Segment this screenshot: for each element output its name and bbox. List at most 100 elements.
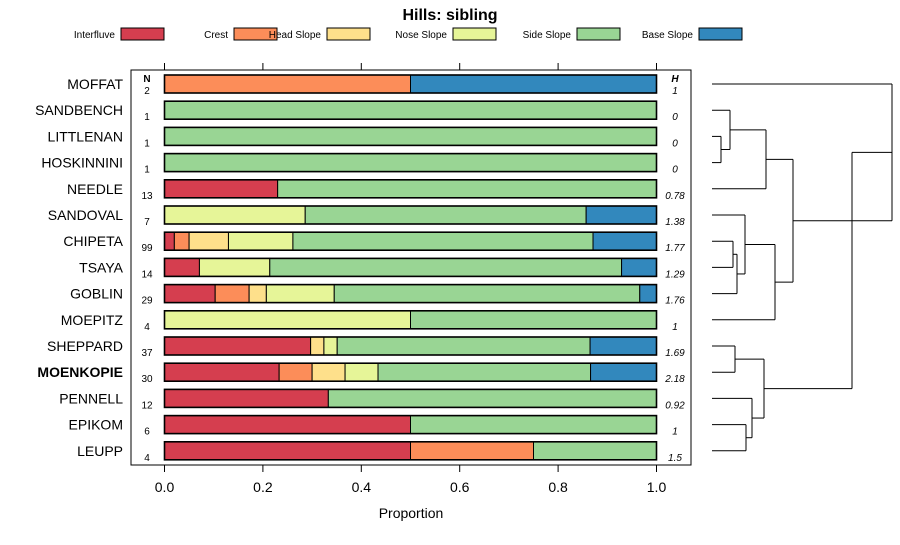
- legend-label-interfluve: Interfluve: [74, 30, 116, 41]
- chart-title: Hills: sibling: [402, 7, 497, 24]
- n-value-epikom: 6: [144, 427, 150, 438]
- bar-segment-leupp-interfluve: [164, 441, 411, 461]
- bar-segment-chipeta-crest: [173, 231, 190, 251]
- legend-swatch-base-slope: [698, 27, 743, 41]
- bar-segment-moffat-crest: [164, 74, 411, 94]
- row-label-moffat: MOFFAT: [67, 76, 123, 92]
- bar-segment-goblin-base-slope: [639, 284, 657, 304]
- bar-row-sandoval: [163, 205, 658, 225]
- h-value-leupp: 1.5: [668, 453, 682, 464]
- legend-swatch-head-slope: [326, 27, 371, 41]
- bar-segment-moenkopie-crest: [278, 362, 313, 382]
- row-label-hoskinnini: HOSKINNINI: [41, 155, 123, 171]
- bar-segment-goblin-interfluve: [164, 284, 216, 304]
- n-value-goblin: 29: [141, 296, 153, 307]
- bar-outline-epikom: [163, 414, 658, 435]
- bar-segment-sheppard-nose-slope: [323, 336, 338, 356]
- n-value-sandbench: 1: [144, 112, 150, 123]
- bar-row-chipeta: [163, 231, 658, 251]
- x-axis-label: Proportion: [379, 505, 444, 521]
- row-labels: MOFFAT SANDBENCH LITTLENAN HOSKINNINI NEEDLE…: [35, 76, 124, 459]
- bar-row-moepitz: [163, 309, 658, 330]
- n-value-sheppard: 37: [141, 348, 153, 359]
- bar-segment-needle-side-slope: [277, 179, 657, 199]
- bar-row-leupp: [163, 440, 658, 461]
- bar-segment-chipeta-interfluve: [164, 231, 175, 251]
- bar-segment-hoskinnini-side-slope: [164, 153, 657, 173]
- bar-row-sandbench: [163, 100, 658, 120]
- h-value-needle: 0.78: [665, 191, 685, 202]
- legend-swatch-interfluve: [120, 27, 165, 41]
- bar-row-goblin: [163, 283, 658, 304]
- n-value-hoskinnini: 1: [144, 165, 150, 176]
- h-value-sheppard: 1.69: [665, 348, 685, 359]
- h-values: 1 0 0 0 0.78 1.38 1.77 1.29 1.76 1 1.69 2.18 0.92 1 1.…: [664, 86, 685, 464]
- bar-outline-pennell: [163, 388, 658, 409]
- bar-segment-chipeta-side-slope: [292, 231, 594, 251]
- legend-swatch-side-slope: [576, 27, 621, 41]
- bar-segment-goblin-nose-slope: [265, 284, 335, 304]
- bar-segment-leupp-crest: [410, 441, 534, 461]
- row-label-goblin: GOBLIN: [70, 286, 123, 302]
- bar-segment-moenkopie-interfluve: [164, 362, 280, 382]
- bar-segment-goblin-crest: [214, 284, 250, 304]
- bar-segment-chipeta-base-slope: [592, 231, 657, 251]
- bar-row-moenkopie: [163, 362, 658, 383]
- bar-outline-goblin: [163, 283, 658, 304]
- x-tick-label-0-8: 0.8: [548, 479, 568, 495]
- bar-segment-moenkopie-nose-slope: [344, 362, 379, 382]
- x-tick-label-0-6: 0.6: [450, 479, 470, 495]
- bar-row-sheppard: [163, 336, 658, 356]
- bar-row-pennell: [163, 388, 658, 409]
- h-value-sandbench: 0: [672, 112, 678, 123]
- row-label-moepitz: MOEPITZ: [61, 312, 124, 328]
- bar-segment-moffat-base-slope: [410, 74, 657, 94]
- bar-segment-needle-interfluve: [164, 179, 279, 199]
- bar-outline-sandbench: [163, 100, 658, 120]
- n-column-header: N: [143, 74, 150, 85]
- bar-row-littlenan: [163, 126, 658, 147]
- n-value-moenkopie: 30: [141, 374, 153, 385]
- n-value-pennell: 12: [141, 400, 153, 411]
- h-value-moepitz: 1: [672, 322, 678, 333]
- bar-segment-sandoval-base-slope: [585, 205, 657, 225]
- bar-segment-tsaya-nose-slope: [198, 257, 271, 277]
- bar-row-hoskinnini: [163, 152, 658, 173]
- row-label-leupp: LEUPP: [77, 443, 123, 459]
- x-tick-label-0-0: 0.0: [155, 479, 175, 495]
- bar-row-moffat: [163, 74, 658, 94]
- row-label-needle: NEEDLE: [67, 181, 123, 197]
- bars: [163, 74, 658, 461]
- bar-segment-sandbench-side-slope: [164, 100, 657, 120]
- bar-outline-moenkopie: [163, 362, 658, 383]
- h-value-hoskinnini: 0: [672, 165, 678, 176]
- row-label-sheppard: SHEPPARD: [47, 338, 123, 354]
- bar-segment-sandoval-side-slope: [304, 205, 587, 225]
- h-column-header: H: [671, 74, 679, 85]
- h-value-epikom: 1: [672, 427, 678, 438]
- bar-outline-sandoval: [163, 205, 658, 225]
- h-value-littlenan: 0: [672, 138, 678, 149]
- bar-segment-sheppard-base-slope: [589, 336, 658, 356]
- bar-segment-moenkopie-base-slope: [590, 362, 658, 382]
- bar-row-epikom: [163, 414, 658, 435]
- h-value-goblin: 1.76: [665, 296, 685, 307]
- bar-segment-chipeta-head-slope: [188, 231, 229, 251]
- bar-segment-tsaya-side-slope: [269, 257, 623, 277]
- plot-frame: [130, 69, 692, 466]
- bar-row-needle: [163, 179, 658, 199]
- bar-outline-hoskinnini: [163, 152, 658, 173]
- bar-segment-goblin-side-slope: [333, 284, 641, 304]
- bar-outline-littlenan: [163, 126, 658, 147]
- row-label-moenkopie: MOENKOPIE: [37, 364, 123, 380]
- n-value-needle: 13: [141, 191, 153, 202]
- bar-segment-moepitz-nose-slope: [164, 310, 411, 330]
- h-value-sandoval: 1.38: [665, 217, 685, 228]
- n-values: 2 1 1 1 13 7 99 14 29 4 37 30 12 6 4: [141, 86, 153, 464]
- bar-segment-pennell-side-slope: [327, 388, 657, 408]
- bar-segment-moenkopie-side-slope: [377, 362, 592, 382]
- bar-outline-leupp: [163, 440, 658, 461]
- bar-row-tsaya: [163, 257, 658, 278]
- bar-outline-tsaya: [163, 257, 658, 278]
